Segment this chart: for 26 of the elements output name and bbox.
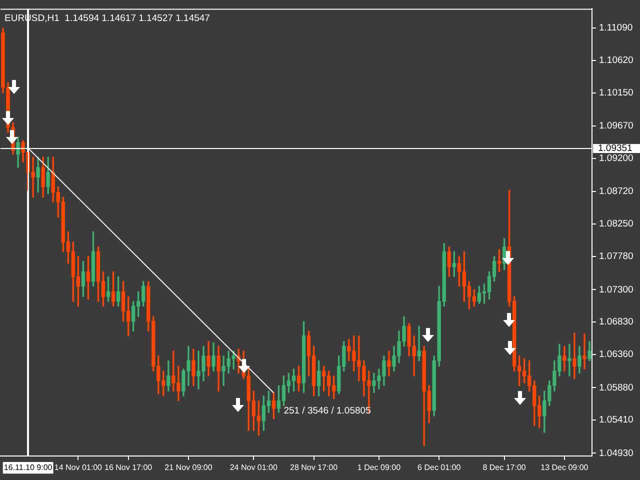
x-tick-label: 6 Dec 01:00 xyxy=(418,463,462,472)
y-tick-label: 1.11090 xyxy=(599,22,633,34)
y-tick-label: 1.04930 xyxy=(599,448,634,459)
x-tick-label: 16 Nov 17:00 xyxy=(104,463,153,472)
y-tick-label: 1.05410 xyxy=(599,414,634,426)
y-tick-label: 1.10150 xyxy=(599,88,634,99)
x-tick-label: 21 Nov 09:00 xyxy=(164,463,213,472)
y-tick-label: 1.05880 xyxy=(599,382,634,394)
x-tick-label: 14 Nov 01:00 xyxy=(54,463,103,472)
ref-line-label: 1.09351 xyxy=(598,143,632,154)
y-tick-label: 1.09670 xyxy=(599,120,634,132)
y-tick-label: 1.06830 xyxy=(599,316,634,328)
x-tick-label: 8 Dec 17:00 xyxy=(482,463,526,472)
y-tick-label: 1.07300 xyxy=(599,284,634,296)
annotation: 251 / 3546 / 1.05805 xyxy=(284,405,371,416)
x-tick-label: 13 Dec 09:00 xyxy=(540,463,589,472)
y-tick-label: 1.09200 xyxy=(599,153,634,164)
y-tick-label: 1.08250 xyxy=(599,218,634,230)
y-tick-label: 1.08720 xyxy=(599,186,634,198)
x-tick-label: 1 Dec 09:00 xyxy=(357,463,402,472)
x-tick-label: 24 Nov 01:00 xyxy=(230,463,278,472)
y-tick-label: 1.07780 xyxy=(599,251,634,262)
x-tick-label: 28 Nov 17:00 xyxy=(290,463,338,472)
x-tick-label: 16.11.10 9:00 xyxy=(4,463,53,472)
y-tick-label: 1.06360 xyxy=(599,349,634,360)
y-tick-label: 1.10620 xyxy=(599,55,634,66)
